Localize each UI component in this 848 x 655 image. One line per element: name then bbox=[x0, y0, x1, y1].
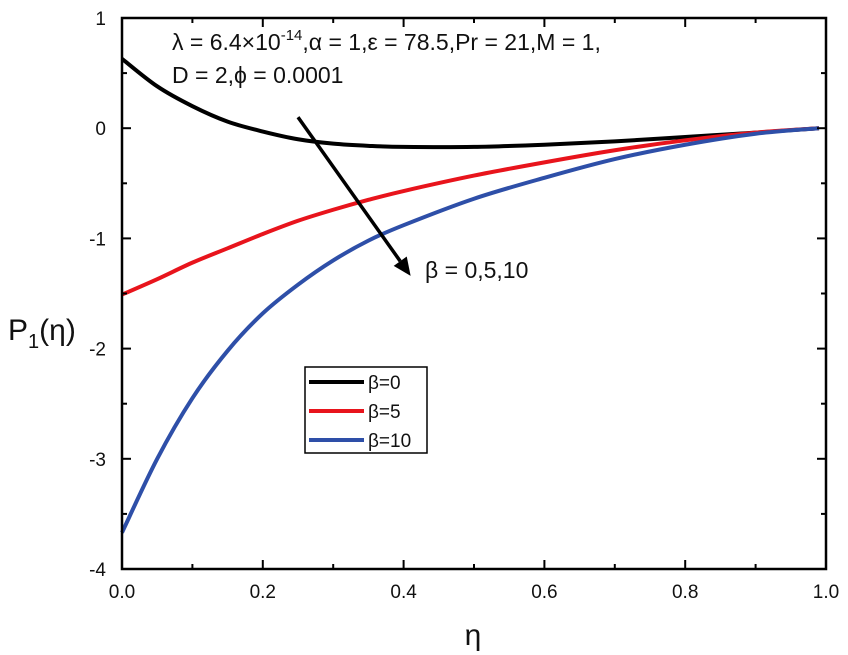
series-line-1 bbox=[121, 126, 820, 297]
x-tick-label-0: 0.0 bbox=[109, 582, 135, 603]
y-tick-label-2: -1 bbox=[89, 229, 106, 250]
x-tick-label-5: 1.0 bbox=[813, 582, 839, 603]
plot-frame bbox=[120, 16, 828, 571]
annotation-line-2: D = 2,ϕ = 0.0001 bbox=[172, 62, 343, 88]
y-axis-title-main: P bbox=[8, 314, 28, 347]
arrow-head bbox=[393, 256, 411, 276]
x-tick-label-3: 0.6 bbox=[531, 582, 557, 603]
series-line-2 bbox=[120, 126, 820, 534]
x-axis-title: η bbox=[465, 619, 482, 652]
axes-layer: 0.0 0.2 0.4 0.6 0.8 1.0 1 0 -1 -2 -3 -4 bbox=[89, 9, 839, 603]
direction-arrow bbox=[296, 116, 411, 276]
arrow-label: β = 0,5,10 bbox=[425, 257, 528, 283]
x-tick-label-1: 0.2 bbox=[250, 582, 276, 603]
y-tick-label-5: -4 bbox=[89, 560, 106, 581]
x-tick-label-2: 0.4 bbox=[390, 582, 417, 603]
arrow-shaft bbox=[296, 116, 402, 263]
legend: β=0 β=5 β=10 bbox=[304, 366, 428, 454]
legend-label-1: β=5 bbox=[368, 402, 401, 423]
annotation-line-1: λ = 6.4×10-14,α = 1,ε = 78.5,Pr = 21,M =… bbox=[172, 27, 601, 55]
series-line-0 bbox=[120, 57, 820, 150]
legend-label-0: β=0 bbox=[368, 373, 401, 394]
y-axis-title: P1(η) bbox=[8, 314, 76, 353]
plot-layer bbox=[120, 57, 820, 534]
y-tick-label-3: -2 bbox=[89, 340, 106, 361]
x-tick-label-4: 0.8 bbox=[672, 582, 698, 603]
y-tick-label-1: 0 bbox=[95, 119, 106, 140]
y-tick-label-4: -3 bbox=[89, 450, 106, 471]
y-axis-title-suffix: (η) bbox=[39, 314, 76, 347]
y-tick-label-0: 1 bbox=[95, 9, 106, 30]
y-axis-title-sub: 1 bbox=[28, 331, 39, 353]
legend-label-2: β=10 bbox=[368, 431, 411, 452]
